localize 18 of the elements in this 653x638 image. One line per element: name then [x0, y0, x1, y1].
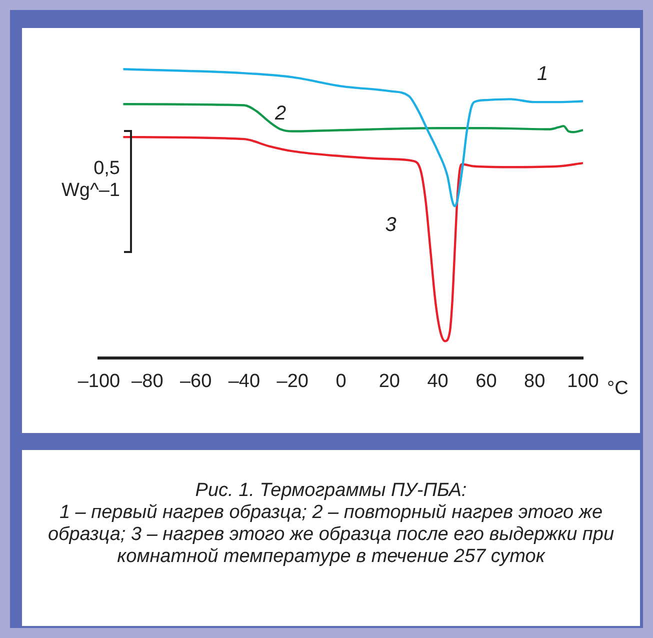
x-tick-label: –80: [132, 370, 164, 392]
x-tick-label: 80: [524, 370, 546, 392]
series-label: 1: [537, 63, 548, 86]
x-tick-label: 60: [476, 370, 497, 392]
x-tick-label: –100: [78, 370, 120, 392]
annotation: Wg^–1: [60, 180, 120, 202]
text: Рис. 1. Термограммы ПУ-ПБА: 1 – первый нагрев образца; 2 – повторный нагрев этого же образца; 3 – нагрев этого же образца после его выдержки при комнатной температуре в течение 257 суток: [47, 480, 615, 568]
x-tick-label: 100: [567, 370, 599, 392]
x-axis-title: °C: [607, 378, 628, 400]
x-tick-label: –60: [180, 370, 212, 392]
annotation: 0,5: [92, 158, 120, 180]
x-tick-label: 0: [336, 370, 346, 392]
x-tick-label: 40: [427, 370, 448, 392]
x-tick-label: 20: [378, 370, 400, 392]
x-tick-label: –20: [276, 370, 308, 392]
series-label: 3: [385, 214, 396, 236]
series-label: 2: [274, 102, 286, 124]
x-tick-label: –40: [228, 370, 260, 392]
